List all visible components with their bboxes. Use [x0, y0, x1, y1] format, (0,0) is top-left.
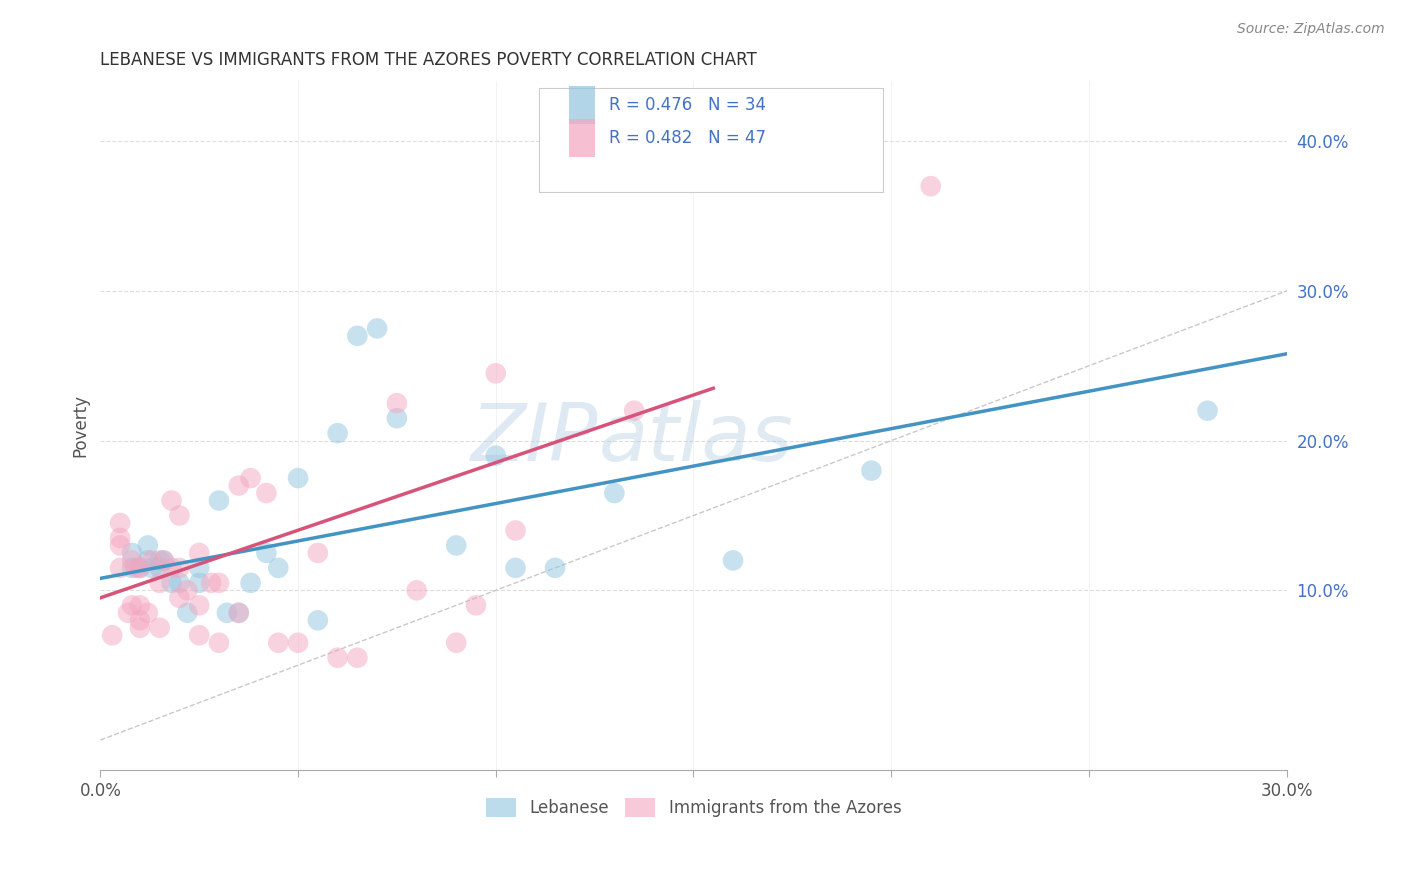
Point [267, 636, 290, 650]
Point [169, 591, 191, 605]
Point [149, 575, 172, 590]
Point [160, 493, 183, 508]
Point [1197, 403, 1219, 417]
Point [485, 449, 508, 463]
Point [108, 531, 131, 545]
Point [128, 621, 150, 635]
Point [254, 546, 277, 560]
Point [188, 561, 211, 575]
Point [287, 636, 309, 650]
Text: R = 0.482   N = 47: R = 0.482 N = 47 [609, 129, 766, 147]
FancyBboxPatch shape [569, 120, 595, 157]
Point [603, 486, 626, 500]
Point [239, 575, 262, 590]
Point [152, 553, 174, 567]
Point [108, 516, 131, 530]
Point [623, 403, 645, 417]
Point [920, 179, 942, 194]
FancyBboxPatch shape [569, 87, 595, 124]
Point [136, 606, 159, 620]
Point [366, 321, 388, 335]
Point [149, 621, 172, 635]
Point [188, 599, 211, 613]
Point [101, 628, 124, 642]
Point [228, 478, 250, 492]
Text: atlas: atlas [599, 401, 793, 478]
Point [176, 583, 198, 598]
Text: LEBANESE VS IMMIGRANTS FROM THE AZORES POVERTY CORRELATION CHART: LEBANESE VS IMMIGRANTS FROM THE AZORES P… [100, 51, 756, 69]
Point [215, 606, 238, 620]
Point [128, 561, 150, 575]
Point [188, 575, 211, 590]
Point [149, 553, 172, 567]
Point [254, 486, 277, 500]
Point [128, 561, 150, 575]
Point [505, 524, 527, 538]
Point [169, 575, 191, 590]
Legend: Lebanese, Immigrants from the Azores: Lebanese, Immigrants from the Azores [479, 791, 908, 823]
Point [326, 426, 349, 441]
Point [544, 561, 567, 575]
Point [208, 575, 231, 590]
Point [160, 575, 183, 590]
Point [721, 553, 744, 567]
FancyBboxPatch shape [540, 88, 883, 192]
Point [108, 561, 131, 575]
Point [169, 508, 191, 523]
Point [307, 546, 329, 560]
Point [121, 599, 143, 613]
Point [128, 613, 150, 627]
Point [326, 650, 349, 665]
Point [152, 553, 174, 567]
Point [128, 599, 150, 613]
Point [287, 471, 309, 485]
Point [239, 471, 262, 485]
Point [121, 553, 143, 567]
Point [346, 650, 368, 665]
Point [465, 599, 488, 613]
Point [444, 538, 467, 552]
Point [125, 561, 148, 575]
Point [307, 613, 329, 627]
Point [267, 561, 290, 575]
Y-axis label: Poverty: Poverty [72, 394, 89, 458]
Point [136, 538, 159, 552]
Point [385, 396, 408, 410]
Point [160, 561, 183, 575]
Point [141, 553, 163, 567]
Point [208, 636, 231, 650]
Point [169, 561, 191, 575]
Text: Source: ZipAtlas.com: Source: ZipAtlas.com [1237, 22, 1385, 37]
Text: R = 0.476   N = 34: R = 0.476 N = 34 [609, 96, 766, 114]
Point [188, 546, 211, 560]
Point [108, 538, 131, 552]
Point [136, 553, 159, 567]
Point [505, 561, 527, 575]
Point [141, 561, 163, 575]
Text: ZIP: ZIP [471, 401, 599, 478]
Point [176, 606, 198, 620]
Point [200, 575, 222, 590]
Point [121, 546, 143, 560]
Point [149, 561, 172, 575]
Point [485, 366, 508, 380]
Point [117, 606, 139, 620]
Point [121, 561, 143, 575]
Point [860, 464, 883, 478]
Point [228, 606, 250, 620]
Point [405, 583, 427, 598]
Point [346, 329, 368, 343]
Point [188, 628, 211, 642]
Point [208, 493, 231, 508]
Point [228, 606, 250, 620]
Point [385, 411, 408, 425]
Point [444, 636, 467, 650]
